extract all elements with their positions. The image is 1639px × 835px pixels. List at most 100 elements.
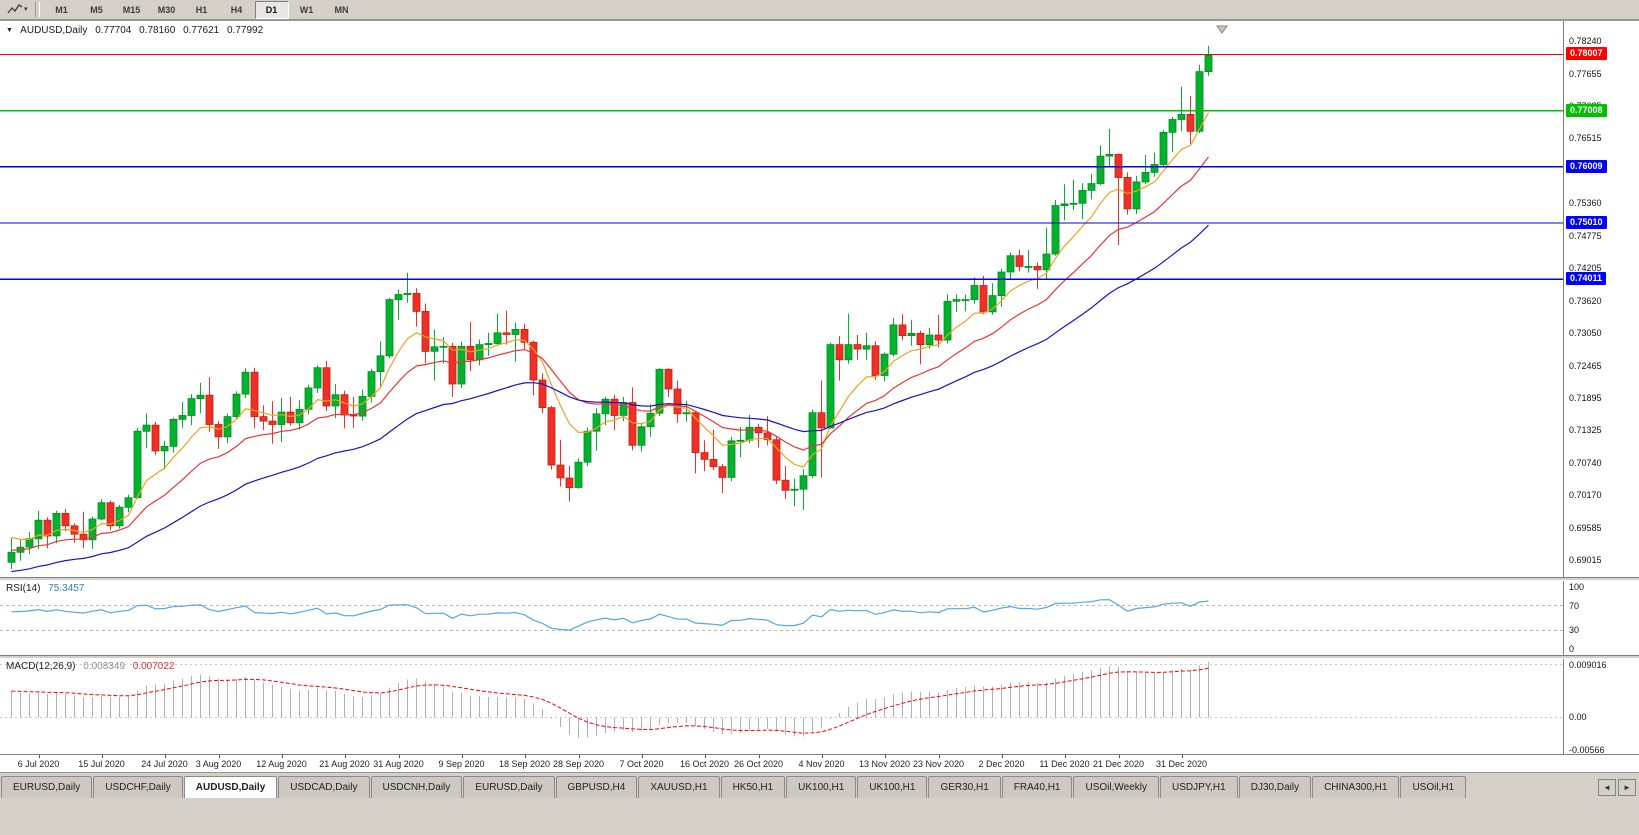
price-axis[interactable]: 0.782400.776550.770850.765150.759450.753… <box>1563 21 1639 756</box>
chart-tab-eurusd-daily[interactable]: EURUSD,Daily <box>1 776 93 798</box>
date-tick-mark <box>218 755 220 758</box>
date-tick-label: 13 Nov 2020 <box>858 759 911 769</box>
candles <box>7 45 1213 570</box>
price-tick-label: 0.69015 <box>1569 555 1602 566</box>
macd-tick-label: 0.009016 <box>1569 659 1607 670</box>
main-chart-header: ▼ AUDUSD,Daily 0.77704 0.78160 0.77621 0… <box>6 25 268 36</box>
date-tick-label: 23 Nov 2020 <box>912 759 965 769</box>
date-tick-mark <box>524 755 526 758</box>
macd-main-value: 0.008349 <box>83 661 125 672</box>
date-tick-label: 3 Aug 2020 <box>195 759 242 769</box>
price-tick-label: 0.77655 <box>1569 69 1602 80</box>
macd-histogram <box>10 661 1210 738</box>
price-tick-label: 0.78240 <box>1569 36 1602 47</box>
rsi-header: RSI(14) 75.3457 <box>6 583 89 594</box>
chart-tab-usoil-weekly[interactable]: USOil,Weekly <box>1073 776 1159 798</box>
timeframe-button-h1[interactable]: H1 <box>195 4 208 15</box>
price-tick-label: 0.74205 <box>1569 263 1602 274</box>
chart-tab-eurusd-daily[interactable]: EURUSD,Daily <box>463 776 555 798</box>
price-tick-label: 0.74775 <box>1569 231 1602 242</box>
date-tick-label: 11 Dec 2020 <box>1039 759 1090 769</box>
price-tick-label: 0.70170 <box>1569 490 1602 501</box>
macd-tick-label: 0.00 <box>1569 712 1587 723</box>
chart-tab-china300-h1[interactable]: CHINA300,H1 <box>1312 776 1400 798</box>
date-tick-mark <box>704 755 706 758</box>
price-tick-label: 0.75360 <box>1569 198 1602 209</box>
ma-mid-line <box>11 156 1209 551</box>
date-tick-label: 21 Aug 2020 <box>319 759 370 769</box>
timeframe-button-m15[interactable]: M15 <box>122 4 141 15</box>
timeframe-button-h4[interactable]: H4 <box>230 4 243 15</box>
date-tick-label: 12 Aug 2020 <box>256 759 307 769</box>
rsi-panel-canvas[interactable] <box>0 581 1563 655</box>
date-tick-label: 15 Jul 2020 <box>78 759 125 769</box>
chart-tab-bar: EURUSD,Daily USDCHF,Daily AUDUSD,Daily USDC… <box>0 772 1639 798</box>
date-tick-mark <box>461 755 463 758</box>
chart-cursor-icon[interactable]: ▾ <box>3 1 32 18</box>
hline-price-badge: 0.76009 <box>1566 159 1607 173</box>
timeframe-button-m1[interactable]: M1 <box>55 4 68 15</box>
macd-name-label: MACD(12,26,9) <box>6 661 76 672</box>
ma-fast-line <box>11 112 1210 541</box>
chart-tab-usdcad-daily[interactable]: USDCAD,Daily <box>278 776 370 798</box>
chart-tab-uk100-h1[interactable]: UK100,H1 <box>857 776 928 798</box>
date-tick-mark <box>1001 755 1003 758</box>
date-tick-mark <box>398 755 400 758</box>
timeframe-button-d1[interactable]: D1 <box>254 0 289 19</box>
date-tick-mark <box>641 755 643 758</box>
date-tick-mark <box>1118 755 1120 758</box>
date-axis[interactable]: 6 Jul 2020 15 Jul 2020 24 Jul 2020 3 Aug 20… <box>0 754 1639 772</box>
hline-price-badge: 0.77008 <box>1566 103 1607 117</box>
timeframe-button-w1[interactable]: W1 <box>299 4 314 15</box>
chart-tab-hk50-h1[interactable]: HK50,H1 <box>720 776 786 798</box>
macd-tick-label: -0.00566 <box>1569 745 1605 756</box>
tabs-scroll-left-button[interactable]: ◄ <box>1598 779 1616 796</box>
date-tick-mark <box>281 755 283 758</box>
date-tick-label: 16 Oct 2020 <box>679 759 730 769</box>
date-tick-label: 6 Jul 2020 <box>17 759 60 769</box>
chart-tab-audusd-daily[interactable]: AUDUSD,Daily <box>183 776 278 798</box>
timeframe-button-mn[interactable]: MN <box>334 4 349 15</box>
tabs-scroll-right-button[interactable]: ► <box>1618 779 1636 796</box>
chart-tab-usoil-h1[interactable]: USOil,H1 <box>1400 776 1467 798</box>
date-tick-mark <box>758 755 760 758</box>
chart-tab-xauusd-h1[interactable]: XAUUSD,H1 <box>638 776 720 798</box>
price-tick-label: 0.76515 <box>1569 133 1602 144</box>
chart-tab-usdchf-daily[interactable]: USDCHF,Daily <box>93 776 183 798</box>
panel-splitter[interactable] <box>0 577 1639 581</box>
timeframe-button-m5[interactable]: M5 <box>90 4 103 15</box>
price-tick-label: 0.71895 <box>1569 393 1602 404</box>
chart-tab-gbpusd-h4[interactable]: GBPUSD,H4 <box>555 776 638 798</box>
chart-tab-usdcnh-daily[interactable]: USDCNH,Daily <box>370 776 463 798</box>
dropdown-caret-icon: ▾ <box>24 6 28 13</box>
toolbar-separator <box>34 2 40 17</box>
ohlc-low: 0.77621 <box>183 25 220 36</box>
ohlc-close: 0.77992 <box>227 25 264 36</box>
chart-tab-usdjpy-h1[interactable]: USDJPY,H1 <box>1159 776 1238 798</box>
chart-tab-fra40-h1[interactable]: FRA40,H1 <box>1001 776 1073 798</box>
ohlc-open: 0.77704 <box>95 25 132 36</box>
rsi-tick-label: 30 <box>1569 625 1580 636</box>
date-tick-mark <box>38 755 40 758</box>
date-tick-mark <box>164 755 166 758</box>
timeframe-button-m30[interactable]: M30 <box>157 4 176 15</box>
chart-tab-dj30-daily[interactable]: DJ30,Daily <box>1238 776 1312 798</box>
chart-shift-marker-icon[interactable] <box>1216 25 1228 34</box>
date-tick-label: 21 Dec 2020 <box>1092 759 1145 769</box>
ma-slow-line <box>11 224 1209 573</box>
toolbar: ▾ M1 M5 M15 M30 H1 H4 D1 W1 MN <box>0 0 1639 20</box>
main-chart-canvas[interactable] <box>0 21 1563 577</box>
header-collapse-icon[interactable]: ▼ <box>6 27 13 34</box>
price-tick-label: 0.71325 <box>1569 425 1602 436</box>
rsi-tick-label: 100 <box>1569 582 1585 592</box>
date-tick-mark <box>821 755 823 758</box>
chart-tab-ger30-h1[interactable]: GER30,H1 <box>928 776 1001 798</box>
rsi-line <box>11 599 1209 631</box>
date-tick-mark <box>884 755 886 758</box>
status-strip <box>0 798 1639 835</box>
rsi-tick-label: 0 <box>1569 644 1575 654</box>
hline-price-badge: 0.75010 <box>1566 216 1607 230</box>
chart-tab-uk100-h1[interactable]: UK100,H1 <box>786 776 857 798</box>
panel-splitter[interactable] <box>0 655 1639 659</box>
macd-panel-canvas[interactable] <box>0 659 1563 754</box>
